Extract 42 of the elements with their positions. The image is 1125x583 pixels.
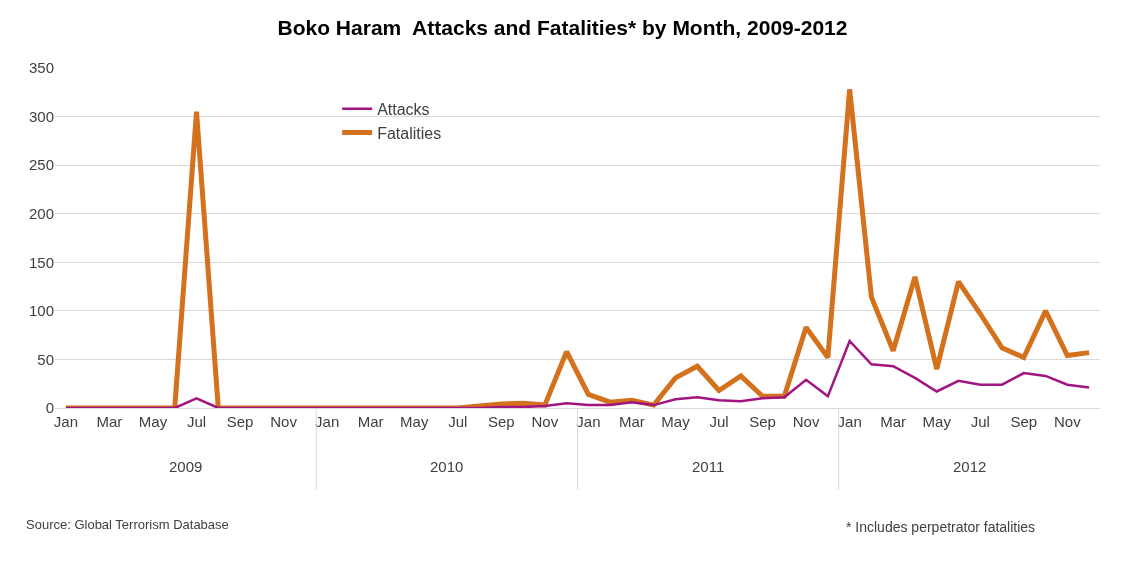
x-tick-label: Sep (749, 413, 776, 430)
y-tick-label: 250 (28, 156, 54, 174)
x-tick-label: Jan (576, 413, 601, 430)
source-note: Source: Global Terrorism Database (26, 517, 229, 532)
x-tick-label: May (922, 413, 952, 430)
x-tick-label: Nov (531, 413, 559, 430)
x-tick-label: Jul (448, 413, 468, 430)
text: 2010 (430, 458, 464, 475)
x-tick-label: May (661, 413, 691, 430)
y-tick-label: 300 (28, 107, 54, 125)
x-tick-label: Jul (186, 413, 207, 430)
x-tick-label: Mar (96, 413, 123, 430)
x-tick-label: Jan (837, 413, 862, 430)
chart-title: Boko Haram Attacks and Fatalities* by Month, 2009-2012 (277, 16, 848, 40)
x-tick-label: Mar (880, 413, 907, 430)
text: * Includes perpetrator fatalities (846, 519, 1036, 535)
line-series (64, 339, 1091, 408)
x-tick-label: Sep (226, 413, 254, 430)
x-tick-label: Jan (53, 413, 78, 430)
x-tick-label: Jul (709, 413, 729, 430)
x-tick-label: Nov (1054, 413, 1082, 430)
x-tick-label: Mar (619, 413, 645, 430)
y-tick-label: 100 (28, 302, 54, 320)
x-tick-label: Nov (270, 413, 298, 430)
x-tick-label: Mar (357, 413, 384, 430)
text: 2012 (953, 458, 987, 475)
text: 2011 (692, 458, 725, 475)
x-tick-label: May (400, 413, 429, 430)
x-tick-label: Jan (315, 413, 340, 430)
x-tick-label: Jul (970, 413, 990, 430)
x-tick-label: Nov (792, 413, 820, 430)
y-tick-label: 150 (28, 253, 54, 271)
x-tick-label: Sep (487, 413, 515, 430)
x-tick-label: May (138, 413, 168, 430)
x-tick-label: Sep (1010, 413, 1038, 430)
y-tick-label: 350 (28, 59, 54, 77)
legend-label: Attacks (377, 100, 430, 118)
legend-label: Fatalities (377, 124, 442, 142)
text: 2009 (169, 458, 203, 475)
y-tick-label: 200 (28, 204, 54, 222)
y-tick-label: 50 (37, 350, 54, 368)
y-tick-label: 0 (45, 399, 54, 417)
